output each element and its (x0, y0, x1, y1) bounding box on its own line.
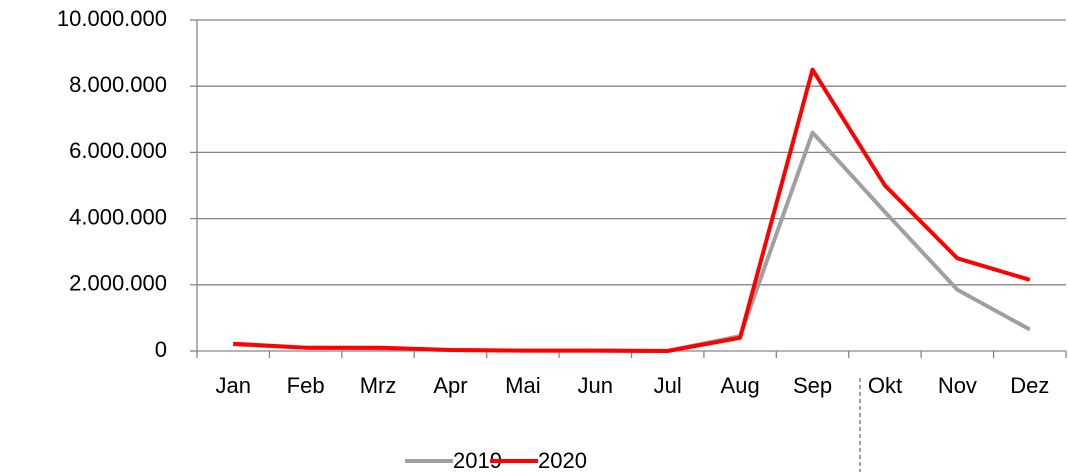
y-tick-label: 6.000.000 (69, 138, 167, 163)
y-tick-label: 10.000.000 (57, 6, 167, 31)
x-tick-label: Feb (287, 373, 325, 398)
x-tick-label: Aug (721, 373, 760, 398)
y-tick-label: 0 (155, 337, 167, 362)
y-tick-label: 4.000.000 (69, 204, 167, 229)
x-tick-label: Mrz (360, 373, 397, 398)
y-tick-label: 8.000.000 (69, 72, 167, 97)
x-tick-label: Jul (654, 373, 682, 398)
x-tick-label: Sep (793, 373, 832, 398)
x-tick-label: Jun (578, 373, 613, 398)
y-tick-label: 2.000.000 (69, 271, 167, 296)
x-tick-label: Nov (938, 373, 977, 398)
x-tick-label: Apr (433, 373, 467, 398)
legend-label: 2020 (538, 448, 587, 472)
series-line (233, 67, 1031, 353)
x-tick-label: Mai (505, 373, 540, 398)
series-line (233, 130, 1031, 353)
x-tick-label: Okt (868, 373, 902, 398)
x-tick-label: Jan (215, 373, 250, 398)
x-tick-label: Dez (1010, 373, 1049, 398)
